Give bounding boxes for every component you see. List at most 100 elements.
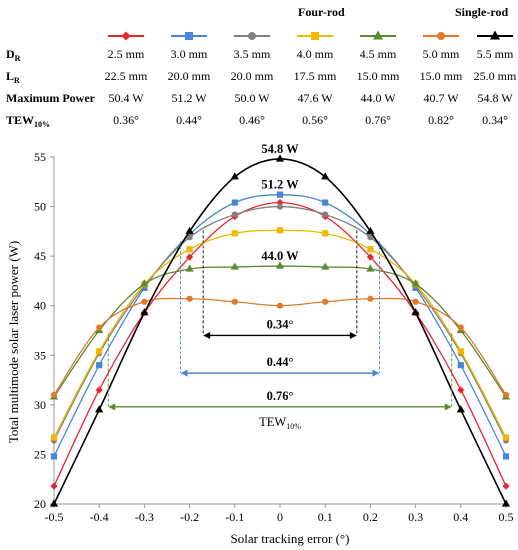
legend-cell-lr-1: 20.0 mm — [168, 69, 211, 83]
data-point-s6-9 — [456, 405, 465, 413]
data-point-s6-4 — [230, 172, 239, 180]
data-point-s6-1 — [95, 405, 104, 413]
legend-cell-lr-4: 15.0 mm — [357, 69, 400, 83]
data-point-s4-8 — [411, 279, 420, 287]
data-point-s3-3 — [186, 246, 193, 253]
legend-cell-power-4: 44.0 W — [360, 91, 396, 105]
row-label-dr: DR — [6, 47, 21, 63]
group-label-single-rod: Single-rod — [455, 5, 508, 19]
x-tick-label-10: 0.5 — [499, 510, 514, 524]
legend-cell-dr-6: 5.5 mm — [477, 47, 514, 61]
legend-cell-tew-0: 0.36° — [113, 113, 139, 127]
legend-cell-lr-5: 15.0 mm — [420, 69, 463, 83]
legend-cell-power-2: 50.0 W — [234, 91, 270, 105]
data-point-s4-2 — [140, 279, 149, 287]
legend-marker-0 — [121, 31, 131, 41]
data-point-s1-10 — [502, 453, 510, 460]
data-point-s5-2 — [141, 298, 148, 305]
data-point-s1-9 — [457, 362, 464, 369]
legend-cell-tew-3: 0.56° — [302, 113, 328, 127]
series-line-4 — [53, 265, 507, 398]
tew-arrowhead-left-1 — [180, 369, 188, 377]
data-point-s5-10 — [502, 391, 510, 399]
data-point-s5-5 — [276, 302, 284, 309]
data-point-s4-7 — [366, 264, 375, 272]
data-point-s6-5 — [275, 154, 285, 162]
legend-cell-dr-5: 5.0 mm — [423, 47, 460, 61]
data-point-s0-9 — [457, 386, 465, 394]
tew-value-label-0: 0.34° — [267, 317, 294, 331]
legend-cell-dr-3: 4.0 mm — [297, 47, 334, 61]
tew-value-label-2: 0.76° — [267, 389, 294, 403]
data-point-s5-7 — [367, 295, 374, 302]
data-point-s3-5 — [276, 227, 284, 234]
data-point-s6-0 — [49, 499, 59, 507]
legend-cell-power-6: 54.8 W — [477, 91, 513, 105]
legend-table: Four-rod Single-rod DR LR Maximum Power … — [6, 5, 517, 129]
legend-cell-power-3: 47.6 W — [297, 91, 333, 105]
data-point-s3-10 — [502, 434, 510, 441]
legend-cell-lr-2: 20.0 mm — [231, 69, 274, 83]
x-tick-label-9: 0.4 — [453, 510, 468, 524]
data-point-s3-1 — [96, 348, 103, 355]
y-tick-label-7: 55 — [34, 150, 46, 164]
data-point-s6-7 — [366, 226, 375, 234]
data-point-s0-7 — [366, 253, 374, 261]
data-point-s4-3 — [185, 264, 194, 272]
tew-value-label-1: 0.44° — [267, 355, 294, 369]
data-point-s6-3 — [185, 226, 194, 234]
x-axis-label: Solar tracking error (°) — [231, 531, 350, 546]
x-tick-label-1: -0.4 — [90, 510, 109, 524]
data-point-s3-4 — [231, 230, 238, 237]
data-point-s6-6 — [321, 172, 330, 180]
legend-rows: DR LR Maximum Power TEW10% 2.5 mm 22.5 mm… — [6, 47, 517, 129]
y-tick-label-2: 30 — [34, 398, 46, 412]
x-tick-label-8: 0.3 — [408, 510, 423, 524]
legend-cell-power-5: 40.7 W — [423, 91, 459, 105]
legend-cell-lr-0: 22.5 mm — [105, 69, 148, 83]
legend-cell-dr-4: 4.5 mm — [360, 47, 397, 61]
peak-label-0: 54.8 W — [261, 142, 299, 156]
data-point-s0-1 — [95, 386, 103, 394]
x-tick-label-0: -0.5 — [45, 510, 64, 524]
y-tick-label-5: 45 — [34, 249, 46, 263]
legend-cell-tew-6: 0.34° — [482, 113, 508, 127]
series-line-0 — [53, 201, 507, 487]
legend-marker-4 — [373, 30, 383, 40]
legend-cell-lr-6: 25.0 mm — [474, 69, 517, 83]
legend-markers — [108, 30, 513, 41]
data-point-s5-4 — [231, 298, 238, 305]
data-point-s5-6 — [322, 298, 329, 305]
data-point-s1-4 — [231, 199, 238, 206]
peak-label-1: 51.2 W — [261, 178, 299, 192]
y-tick-label-6: 50 — [34, 200, 46, 214]
data-point-s2-4 — [231, 211, 238, 218]
data-point-s6-8 — [411, 308, 420, 316]
y-tick-label-0: 20 — [34, 497, 46, 511]
legend-cell-tew-4: 0.76° — [365, 113, 391, 127]
data-point-s5-8 — [412, 298, 419, 305]
x-tick-label-4: -0.1 — [225, 510, 244, 524]
data-point-s0-0 — [50, 482, 58, 490]
y-tick-label-3: 35 — [34, 348, 46, 362]
legend-cell-tew-2: 0.46° — [239, 113, 265, 127]
x-tick-label-2: -0.3 — [135, 510, 154, 524]
data-point-s0-10 — [502, 482, 510, 490]
row-label-tew: TEW10% — [6, 113, 50, 129]
annotations: 54.8 W 51.2 W 44.0 W 0.34° 0.44° 0.76° TEW10% — [107, 142, 453, 431]
data-point-s3-9 — [457, 348, 464, 355]
row-label-lr: LR — [6, 69, 20, 85]
data-point-s3-6 — [322, 230, 329, 237]
data-point-s2-6 — [322, 211, 329, 218]
data-point-s6-2 — [140, 308, 149, 316]
data-point-s5-9 — [457, 324, 464, 331]
series-line-5 — [53, 297, 507, 396]
peak-label-2: 44.0 W — [261, 249, 299, 263]
group-label-four-rod: Four-rod — [298, 5, 345, 19]
tew-arrowhead-left-2 — [108, 403, 116, 411]
y-axis-label: Total multimode solar laser power (W) — [6, 241, 21, 443]
series-line-6 — [53, 158, 507, 505]
data-point-s1-1 — [96, 362, 103, 369]
